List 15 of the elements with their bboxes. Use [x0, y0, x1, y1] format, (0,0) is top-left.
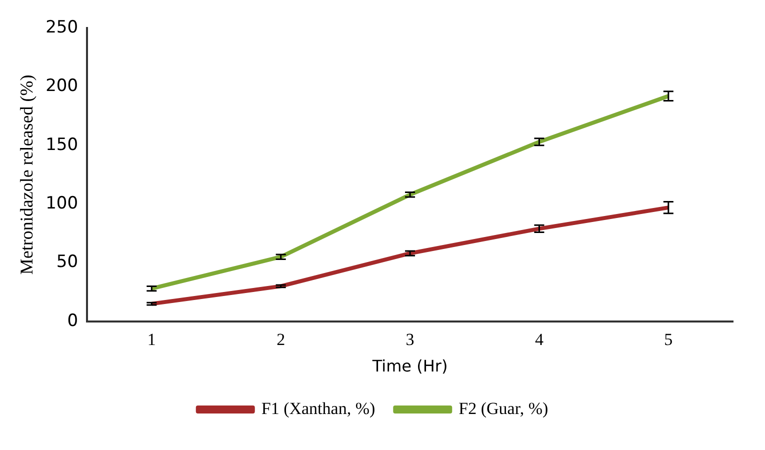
legend-label: F1 (Xanthan, %) — [261, 398, 376, 418]
y-axis-title: Metronidazole released (%) — [16, 74, 37, 275]
y-tick-label: 0 — [67, 310, 78, 331]
x-tick-label: 5 — [664, 330, 673, 350]
y-tick-label: 150 — [46, 134, 78, 155]
x-tick-label: 2 — [276, 330, 286, 350]
x-tick-label: 1 — [147, 330, 156, 350]
x-tick-label: 3 — [406, 330, 414, 350]
y-tick-label: 250 — [46, 17, 78, 38]
legend-label: F2 (Guar, %) — [458, 398, 548, 418]
x-axis-title: Time (Hr) — [371, 356, 448, 376]
y-tick-label: 200 — [46, 76, 78, 96]
x-tick-label: 4 — [534, 330, 544, 350]
y-tick-label: 100 — [46, 193, 78, 214]
y-tick-label: 50 — [56, 252, 78, 272]
